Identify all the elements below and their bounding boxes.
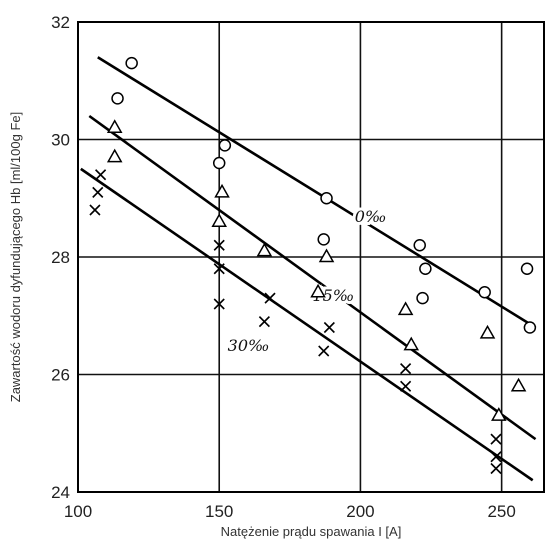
point-marker xyxy=(490,451,502,463)
point-marker xyxy=(89,204,101,216)
point-marker xyxy=(218,139,232,152)
y-tick-label: 32 xyxy=(51,13,70,32)
x-tick-label: 150 xyxy=(205,502,233,521)
plot-frame xyxy=(77,21,545,493)
point-marker xyxy=(318,345,330,357)
series-label: 30‰ xyxy=(228,336,270,355)
point-marker xyxy=(490,433,502,445)
point-marker xyxy=(523,321,537,334)
point-marker xyxy=(490,462,502,475)
point-marker xyxy=(520,262,534,275)
point-marker xyxy=(213,239,225,251)
fit-lines xyxy=(80,56,537,482)
y-tick-label: 28 xyxy=(51,248,70,267)
x-tick-label: 200 xyxy=(346,502,374,521)
series-label: 0‰ xyxy=(355,207,387,226)
y-axis-title: Zawartość wodoru dyfundującego Hb [ml/10… xyxy=(8,112,23,403)
point-marker xyxy=(213,263,225,275)
data-points xyxy=(89,56,537,475)
x-tick-label: 100 xyxy=(64,502,92,521)
point-marker xyxy=(214,183,230,198)
point-marker xyxy=(400,380,412,392)
point-marker xyxy=(256,242,273,257)
point-marker xyxy=(320,192,333,205)
point-marker xyxy=(125,56,138,70)
fit-line xyxy=(88,114,537,441)
point-marker xyxy=(106,119,123,133)
point-marker xyxy=(310,283,326,298)
point-marker xyxy=(491,407,507,421)
series-labels: 0‰15‰30‰ xyxy=(225,204,390,358)
tick-labels: 100 150 200 250 24 26 28 30 32 xyxy=(51,13,516,521)
point-marker xyxy=(211,213,227,227)
y-tick-label: 26 xyxy=(51,366,70,385)
point-marker xyxy=(397,301,414,316)
point-marker xyxy=(479,324,496,339)
point-marker xyxy=(264,292,276,304)
point-marker xyxy=(111,92,124,105)
point-marker xyxy=(413,239,426,252)
point-marker xyxy=(317,233,330,246)
fit-line xyxy=(80,167,534,482)
fit-line xyxy=(97,56,537,329)
point-marker xyxy=(419,262,432,275)
x-tick-label: 250 xyxy=(487,502,515,521)
point-marker xyxy=(258,316,270,328)
point-marker xyxy=(403,336,420,351)
y-tick-label: 30 xyxy=(51,131,70,150)
point-marker xyxy=(400,363,412,375)
point-marker xyxy=(318,248,335,263)
point-marker xyxy=(510,377,527,392)
point-marker xyxy=(416,291,429,305)
point-marker xyxy=(213,298,225,310)
grid-lines xyxy=(78,22,544,492)
point-marker xyxy=(478,286,491,299)
point-marker xyxy=(92,186,104,198)
point-marker xyxy=(95,169,107,181)
point-marker xyxy=(106,148,123,163)
point-marker xyxy=(323,321,335,334)
y-tick-label: 24 xyxy=(51,483,70,502)
point-marker xyxy=(212,156,226,170)
x-axis-title: Natężenie prądu spawania I [A] xyxy=(221,524,402,539)
